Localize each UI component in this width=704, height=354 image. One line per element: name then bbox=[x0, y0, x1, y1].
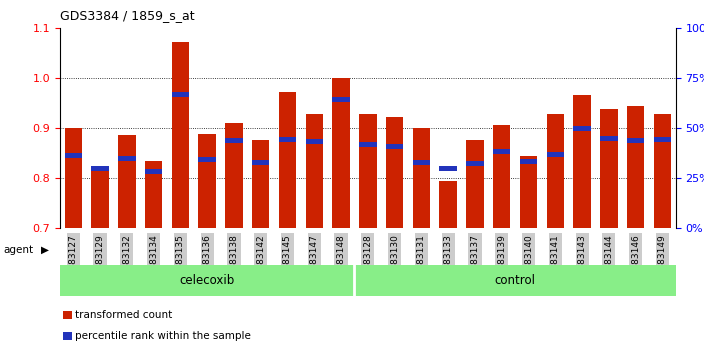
Bar bbox=[332, 97, 350, 102]
Bar bbox=[92, 166, 108, 228]
Bar bbox=[225, 138, 243, 143]
Bar bbox=[627, 106, 644, 228]
Bar bbox=[546, 114, 564, 228]
Bar bbox=[118, 135, 135, 228]
Bar bbox=[466, 140, 484, 228]
Bar bbox=[413, 129, 430, 228]
Bar bbox=[225, 123, 243, 228]
Bar bbox=[439, 181, 457, 228]
Bar bbox=[65, 128, 82, 228]
Bar bbox=[359, 142, 377, 147]
Bar bbox=[573, 95, 591, 228]
Text: transformed count: transformed count bbox=[75, 310, 172, 320]
Bar bbox=[601, 109, 617, 228]
Bar bbox=[172, 92, 189, 97]
Bar bbox=[573, 126, 591, 131]
Bar bbox=[65, 153, 82, 158]
Bar bbox=[252, 160, 270, 165]
Bar bbox=[654, 114, 671, 228]
Text: control: control bbox=[495, 274, 536, 287]
Bar bbox=[520, 156, 537, 228]
Text: GDS3384 / 1859_s_at: GDS3384 / 1859_s_at bbox=[60, 9, 194, 22]
Bar bbox=[279, 137, 296, 142]
Bar bbox=[627, 138, 644, 143]
Bar bbox=[386, 144, 403, 149]
Bar bbox=[413, 160, 430, 165]
Text: celecoxib: celecoxib bbox=[180, 274, 234, 287]
Bar bbox=[546, 152, 564, 157]
Bar bbox=[466, 161, 484, 166]
Bar bbox=[520, 159, 537, 164]
Bar bbox=[199, 157, 216, 162]
Bar bbox=[493, 149, 510, 154]
Text: percentile rank within the sample: percentile rank within the sample bbox=[75, 331, 251, 341]
Bar bbox=[199, 134, 216, 228]
Text: agent: agent bbox=[4, 245, 34, 255]
Bar bbox=[306, 139, 323, 144]
Bar bbox=[92, 166, 108, 171]
Bar bbox=[601, 136, 617, 141]
Bar bbox=[60, 266, 354, 296]
Text: ▶: ▶ bbox=[41, 245, 49, 255]
Bar bbox=[172, 42, 189, 228]
Bar bbox=[493, 125, 510, 228]
Bar bbox=[279, 92, 296, 228]
Bar bbox=[439, 166, 457, 171]
Bar bbox=[118, 156, 135, 161]
Bar bbox=[306, 114, 323, 228]
Bar bbox=[654, 137, 671, 142]
Bar bbox=[359, 114, 377, 228]
Bar bbox=[354, 266, 676, 296]
Bar bbox=[332, 78, 350, 228]
Bar bbox=[386, 117, 403, 228]
Bar bbox=[252, 140, 270, 228]
Bar bbox=[145, 161, 163, 228]
Bar bbox=[145, 169, 163, 174]
